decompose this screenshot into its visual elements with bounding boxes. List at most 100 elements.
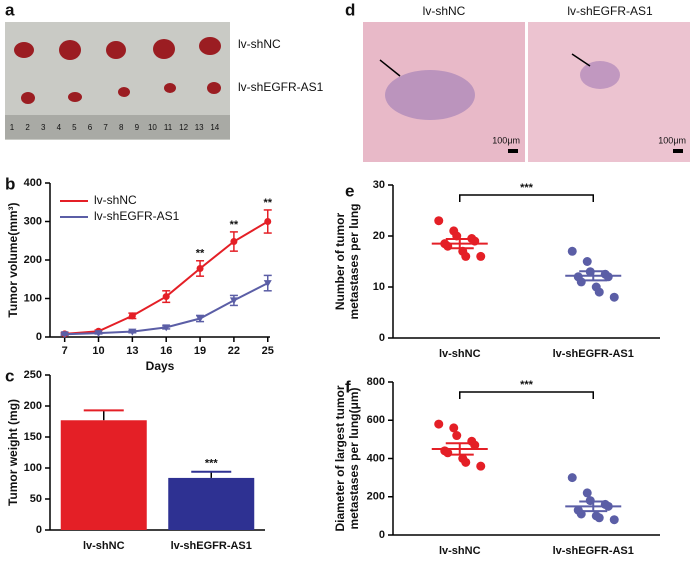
ruler-label: 14: [210, 123, 219, 132]
histology-lesion: [385, 70, 475, 120]
y-axis-label: metastases per lung(μm): [347, 387, 361, 529]
scale-bar: [508, 149, 518, 153]
y-axis-label: Tumor volume(mm³): [6, 202, 20, 317]
marker: [128, 312, 136, 320]
dot: [476, 461, 486, 471]
marker: [94, 330, 103, 338]
y-tick-label: 10: [373, 281, 385, 293]
y-tick-label: 150: [24, 431, 42, 443]
dot: [452, 431, 462, 441]
ruler-label: 2: [25, 123, 30, 132]
marker: [162, 293, 170, 301]
y-tick-label: 400: [367, 452, 385, 464]
dot: [609, 292, 619, 302]
dot: [603, 272, 613, 282]
ruler-label: 12: [179, 123, 188, 132]
ruler: [5, 115, 230, 139]
x-axis-label: Days: [146, 359, 175, 373]
significance-label: ***: [520, 182, 534, 194]
x-tick-label: 7: [62, 345, 68, 357]
y-tick-label: 50: [30, 493, 42, 505]
dot: [461, 457, 471, 467]
significance-label: ***: [205, 458, 219, 470]
ruler-label: 8: [119, 123, 124, 132]
arrow: [571, 53, 591, 67]
tumors: [14, 37, 221, 104]
y-tick-label: 250: [24, 369, 42, 381]
dot: [434, 216, 444, 226]
marker: [264, 218, 272, 225]
dot: [476, 251, 486, 261]
panel-label: d: [345, 0, 355, 19]
dot: [461, 251, 471, 261]
dot: [594, 513, 604, 523]
y-tick-label: 200: [24, 254, 42, 266]
y-tick-label: 200: [367, 491, 385, 503]
ruler-label: 4: [57, 123, 62, 132]
y-tick-label: 0: [379, 529, 385, 541]
scale-label: 100μm: [492, 135, 520, 145]
significance-bracket: [459, 194, 594, 202]
marker: [128, 328, 137, 336]
scale-bar: [673, 149, 683, 153]
histology-lesion: [580, 61, 620, 89]
dot: [449, 423, 459, 433]
ruler-label: 13: [195, 123, 204, 132]
significance-label: **: [263, 197, 272, 209]
photo-label: lv-shNC: [238, 37, 281, 51]
photo-label: lv-shNC: [423, 4, 466, 18]
x-tick-label: lv-shNC: [439, 348, 481, 360]
y-tick-label: 30: [373, 179, 385, 191]
ruler-label: 3: [41, 123, 46, 132]
scale-label: 100μm: [658, 135, 686, 145]
panel-label: b: [5, 174, 15, 193]
y-tick-label: 100: [24, 462, 42, 474]
panel-label: c: [5, 366, 14, 385]
x-tick-label: 22: [228, 345, 240, 357]
y-tick-label: 0: [379, 332, 385, 344]
dot: [609, 515, 619, 525]
y-tick-label: 200: [24, 400, 42, 412]
x-tick-label: 13: [126, 345, 138, 357]
arrow: [379, 59, 401, 77]
ruler-label: 1: [10, 123, 15, 132]
marker: [60, 331, 69, 339]
panel-label: f: [345, 377, 351, 396]
photo-label: lv-shEGFR-AS1: [567, 4, 653, 18]
marker: [196, 315, 205, 323]
dot: [582, 488, 592, 498]
y-tick-label: 400: [24, 177, 42, 189]
x-tick-label: 16: [160, 345, 172, 357]
marker: [263, 280, 272, 288]
significance-label: **: [196, 248, 205, 260]
x-tick-label: lv-shEGFR-AS1: [553, 348, 634, 360]
x-tick-label: lv-shNC: [83, 540, 125, 552]
ruler-label: 11: [164, 123, 173, 132]
y-axis-label: Tumor weight (mg): [6, 399, 20, 506]
bar: [168, 477, 255, 530]
marker: [162, 324, 171, 332]
dot: [576, 277, 586, 287]
photo-a: [5, 22, 230, 140]
significance-bracket: [459, 391, 594, 399]
x-tick-label: lv-shEGFR-AS1: [171, 540, 252, 552]
y-tick-label: 800: [367, 376, 385, 388]
significance-label: **: [230, 219, 239, 231]
legend-label: lv-shEGFR-AS1: [94, 209, 180, 223]
line: [64, 220, 269, 335]
ruler-label: 6: [88, 123, 93, 132]
ruler-label: 9: [135, 123, 140, 132]
y-tick-label: 600: [367, 414, 385, 426]
x-tick-label: 10: [92, 345, 104, 357]
y-tick-label: 0: [36, 331, 42, 343]
dot: [567, 246, 577, 256]
y-tick-label: 100: [24, 292, 42, 304]
ruler-label: 10: [148, 123, 157, 132]
legend-label: lv-shNC: [94, 193, 137, 207]
ruler-label: 7: [103, 123, 108, 132]
x-tick-label: 19: [194, 345, 206, 357]
y-tick-label: 20: [373, 230, 385, 242]
dot: [582, 257, 592, 266]
x-tick-label: 25: [262, 345, 274, 357]
